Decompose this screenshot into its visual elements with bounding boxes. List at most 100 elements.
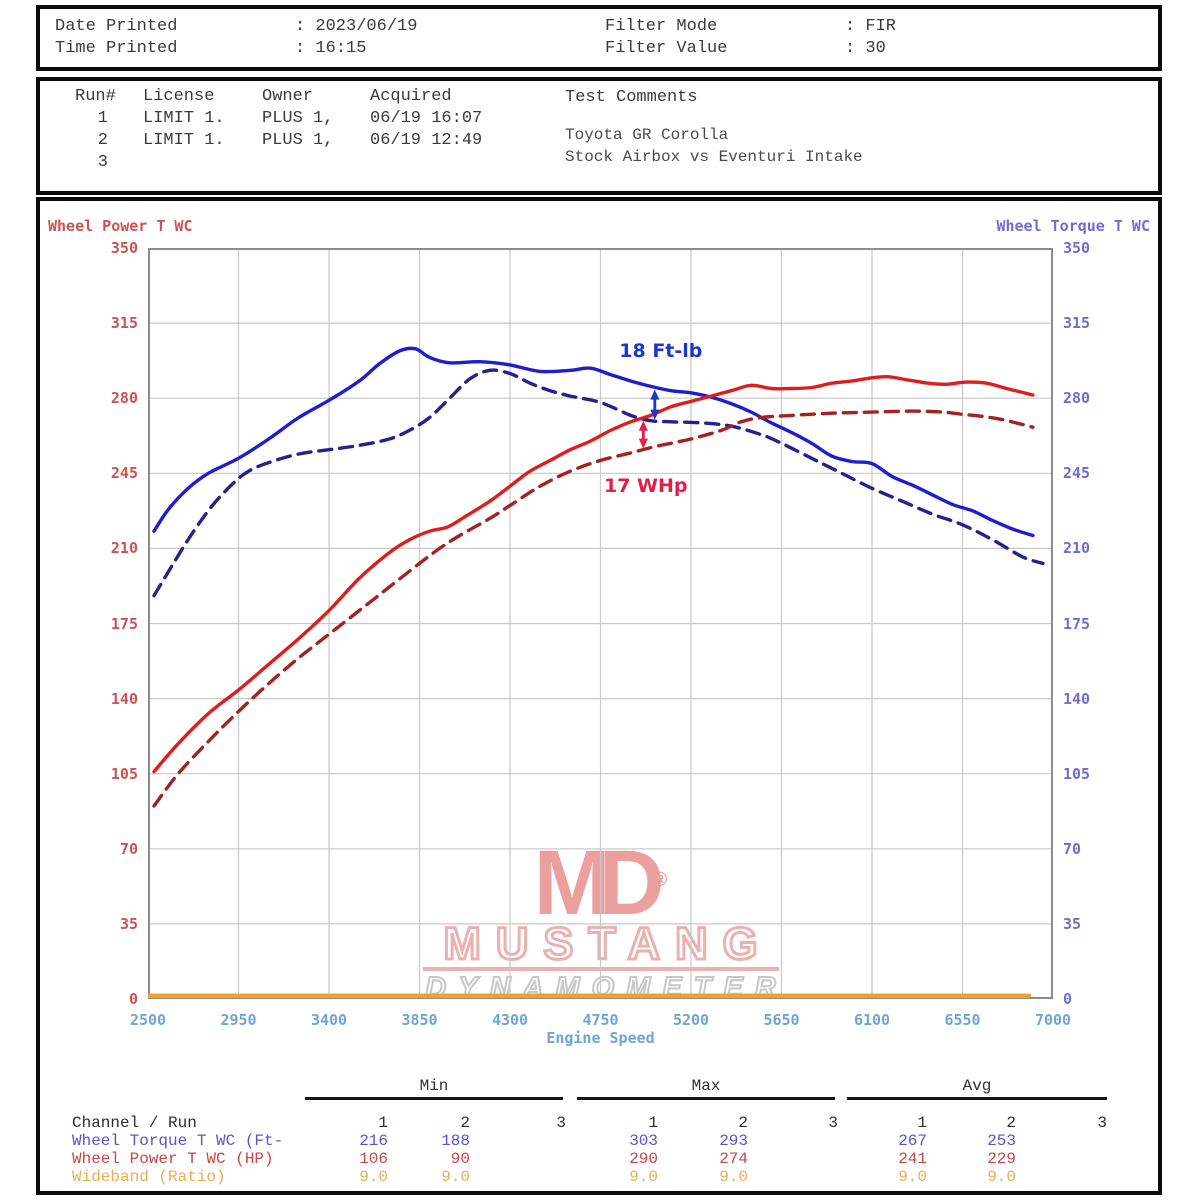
y-axis-tick-right: 175: [1063, 614, 1091, 633]
x-axis-tick: 2500: [129, 1011, 167, 1029]
run-list-box: Run# License Owner Acquired 1 LIMIT 1. P…: [36, 77, 1162, 195]
stat-value-min: 188: [441, 1132, 470, 1150]
col-acquired: Acquired: [370, 87, 452, 106]
y-axis-tick-left: 0: [128, 990, 138, 1008]
stat-value-avg: 9.0: [898, 1168, 927, 1186]
x-axis-tick: 2950: [220, 1011, 257, 1029]
time-printed-value: : 16:15: [295, 39, 367, 58]
stat-group-avg: Avg: [962, 1077, 992, 1095]
series-wheel-torque-run1: [152, 346, 1035, 538]
test-comment-line: Stock Airbox vs Eventuri Intake: [565, 148, 863, 166]
stat-value-min: 9.0: [441, 1168, 470, 1186]
stat-channel-label: Wheel Torque T WC (Ft-: [72, 1132, 284, 1150]
run-acquired: 06/19 12:49: [370, 131, 483, 150]
test-comments-title: Test Comments: [565, 88, 698, 107]
stat-run-header: 1: [378, 1114, 388, 1132]
chart-box: Wheel Power T WC Wheel Torque T WC MD® M…: [36, 197, 1162, 1195]
y-axis-tick-left: 105: [110, 764, 138, 783]
x-axis-tick: 3850: [401, 1011, 438, 1029]
stat-group-rule: [305, 1097, 563, 1100]
time-printed-label: Time Printed: [55, 39, 178, 58]
channel-run-header: Channel / Run: [72, 1114, 197, 1132]
series-wheel-power-run2: [152, 409, 1035, 808]
y-axis-tick-left: 35: [119, 914, 138, 933]
stat-channel-label: Wheel Power T WC (HP): [72, 1150, 274, 1168]
series-wheel-power-run1: [152, 374, 1035, 774]
run-owner: PLUS 1,: [262, 131, 334, 150]
run-license: LIMIT 1.: [143, 109, 225, 128]
stat-value-avg: 241: [898, 1150, 927, 1168]
y-axis-tick-right: 35: [1063, 914, 1082, 933]
date-printed-value: : 2023/06/19: [295, 17, 418, 36]
arrowhead-down-icon: [650, 409, 660, 420]
y-axis-tick-right: 280: [1063, 389, 1091, 408]
stat-run-header: 3: [1097, 1114, 1107, 1132]
y-axis-tick-left: 350: [110, 239, 138, 257]
stat-value-max: 303: [629, 1132, 658, 1150]
y-axis-tick-left: 210: [110, 539, 138, 558]
x-axis-tick: 6100: [853, 1011, 891, 1029]
filter-value-label: Filter Value: [605, 39, 728, 58]
stat-value-avg: 267: [898, 1132, 927, 1150]
test-comment-line: Toyota GR Corolla: [565, 126, 729, 144]
stat-value-avg: 9.0: [987, 1168, 1016, 1186]
filter-mode-label: Filter Mode: [605, 17, 718, 36]
run-license: LIMIT 1.: [143, 131, 225, 150]
stat-value-min: 90: [450, 1150, 470, 1168]
run-acquired: 06/19 16:07: [370, 109, 483, 128]
stat-run-header: 1: [917, 1114, 927, 1132]
col-run-number: Run#: [75, 87, 116, 106]
y-axis-tick-right: 350: [1063, 239, 1091, 257]
y-axis-tick-left: 140: [110, 689, 138, 708]
annotation-label: 18 Ft-lb: [619, 339, 703, 362]
x-axis-title: Engine Speed: [546, 1029, 655, 1047]
x-axis-tick: 5650: [763, 1011, 800, 1029]
y-axis-tick-right: 315: [1063, 314, 1091, 333]
arrowhead-up-icon: [638, 420, 648, 431]
stats-table: Min 1 2 3 Max 1 2 3 Avg 1 2 3 Wheel Torque T WC (Ft-…: [40, 201, 1158, 1191]
x-axis-tick: 7000: [1034, 1011, 1072, 1029]
stat-value-max: 9.0: [629, 1168, 658, 1186]
stat-value-max: 290: [629, 1150, 658, 1168]
date-printed-label: Date Printed: [55, 17, 178, 36]
x-axis-tick: 5200: [672, 1011, 710, 1029]
stat-group-max: Max: [691, 1077, 721, 1095]
run-number: 2: [97, 131, 108, 150]
y-axis-tick-left: 175: [110, 614, 138, 633]
stat-run-header: 2: [460, 1114, 470, 1132]
arrowhead-up-icon: [650, 389, 660, 400]
stat-group-rule: [847, 1097, 1107, 1100]
stat-channel-label: Wideband (Ratio): [72, 1168, 226, 1186]
dyno-curves-svg: [148, 248, 1053, 999]
run-number: 3: [97, 153, 108, 172]
y-axis-tick-right: 70: [1063, 839, 1082, 858]
stat-value-min: 106: [359, 1150, 388, 1168]
run-owner: PLUS 1,: [262, 109, 334, 128]
filter-value-value: : 30: [845, 39, 886, 58]
y-axis-tick-right: 0: [1063, 990, 1073, 1008]
stat-value-max: 293: [719, 1132, 748, 1150]
x-axis-tick: 4750: [582, 1011, 619, 1029]
col-license: License: [143, 87, 215, 106]
stat-run-header: 1: [648, 1114, 658, 1132]
filter-mode-value: : FIR: [845, 17, 897, 36]
arrowhead-down-icon: [638, 438, 648, 449]
stat-value-max: 9.0: [719, 1168, 748, 1186]
stat-run-header: 3: [828, 1114, 838, 1132]
stat-value-min: 216: [359, 1132, 388, 1150]
print-info-box: Date Printed : 2023/06/19 Time Printed :…: [36, 5, 1162, 71]
stat-value-avg: 253: [987, 1132, 1016, 1150]
stat-group-min: Min: [419, 1077, 449, 1095]
stat-value-min: 9.0: [359, 1168, 388, 1186]
y-axis-tick-left: 315: [110, 314, 138, 333]
y-axis-tick-left: 70: [119, 839, 138, 858]
right-axis-title: Wheel Torque T WC: [996, 217, 1150, 235]
y-axis-tick-left: 245: [110, 464, 138, 483]
stat-run-header: 3: [556, 1114, 566, 1132]
x-axis-tick: 6550: [944, 1011, 981, 1029]
stat-value-avg: 229: [987, 1150, 1016, 1168]
run-number: 1: [97, 109, 108, 128]
stat-value-max: 274: [719, 1150, 748, 1168]
annotation-label: 17 WHp: [603, 475, 688, 498]
